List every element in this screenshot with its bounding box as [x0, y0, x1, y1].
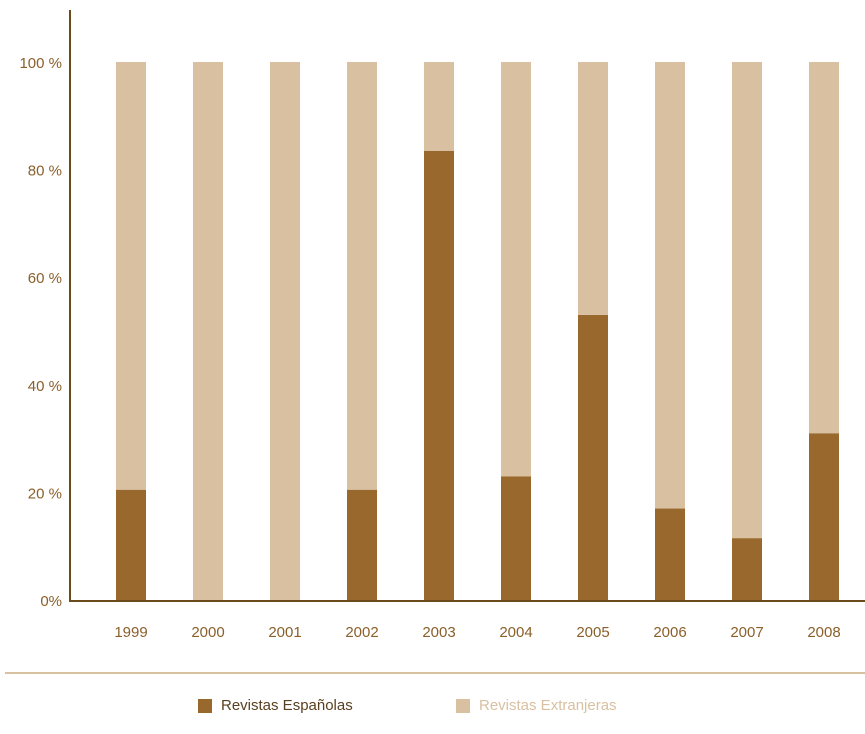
x-tick-label-1999: 1999: [114, 624, 147, 641]
bar-espanolas-2002: [347, 489, 377, 600]
x-tick-label-2002: 2002: [345, 624, 378, 641]
legend-item-revistas-extranjeras: Revistas Extranjeras: [456, 697, 617, 714]
x-tick-label-2001: 2001: [268, 624, 301, 641]
bar-espanolas-1999: [116, 489, 146, 600]
y-tick-label-0: 0%: [40, 593, 62, 610]
bar-espanolas-2006: [655, 508, 685, 600]
x-tick-label-2004: 2004: [499, 624, 532, 641]
bar-extranjeras-2001: [270, 62, 300, 600]
x-tick-label-2003: 2003: [422, 624, 455, 641]
legend-item-revistas-espanolas: Revistas Españolas: [198, 697, 353, 714]
legend-swatch-espanolas: [198, 698, 212, 713]
stacked-bar-chart: 1999 2000 2001 2002 2003 2004 2005 2006 2007 2008…: [19, 10, 865, 641]
bar-extranjeras-1999: [116, 62, 146, 490]
x-tick-label-2005: 2005: [576, 624, 609, 641]
y-tick-label-4: 80 %: [28, 163, 62, 180]
legend-swatch-extranjeras: [456, 698, 470, 713]
y-tick-label-2: 40 %: [28, 378, 62, 395]
bar-espanolas-2007: [732, 538, 762, 600]
bar-espanolas-2005: [578, 314, 608, 600]
y-tick-label-5: 100 %: [19, 55, 62, 72]
bar-extranjeras-2005: [578, 62, 608, 315]
legend-separator: [5, 672, 865, 674]
x-tick-label-2006: 2006: [653, 624, 686, 641]
y-tick-label-3: 60 %: [28, 270, 62, 287]
bar-espanolas-2003: [424, 150, 454, 600]
bar-extranjeras-2008: [809, 62, 839, 434]
x-tick-label-2008: 2008: [807, 624, 840, 641]
bar-espanolas-2004: [501, 476, 531, 600]
legend-label-espanolas: Revistas Españolas: [221, 697, 353, 714]
bar-espanolas-2008: [809, 433, 839, 600]
bar-extranjeras-2004: [501, 62, 531, 477]
legend-label-extranjeras: Revistas Extranjeras: [479, 697, 617, 714]
x-tick-label-2007: 2007: [730, 624, 763, 641]
legend: Revistas Españolas Revistas Extranjeras: [0, 697, 865, 721]
x-tick-label-2000: 2000: [191, 624, 224, 641]
bar-extranjeras-2006: [655, 62, 685, 509]
bar-extranjeras-2000: [193, 62, 223, 600]
bar-extranjeras-2002: [347, 62, 377, 490]
y-tick-label-1: 20 %: [28, 485, 62, 502]
bar-extranjeras-2003: [424, 62, 454, 151]
bar-extranjeras-2007: [732, 62, 762, 539]
